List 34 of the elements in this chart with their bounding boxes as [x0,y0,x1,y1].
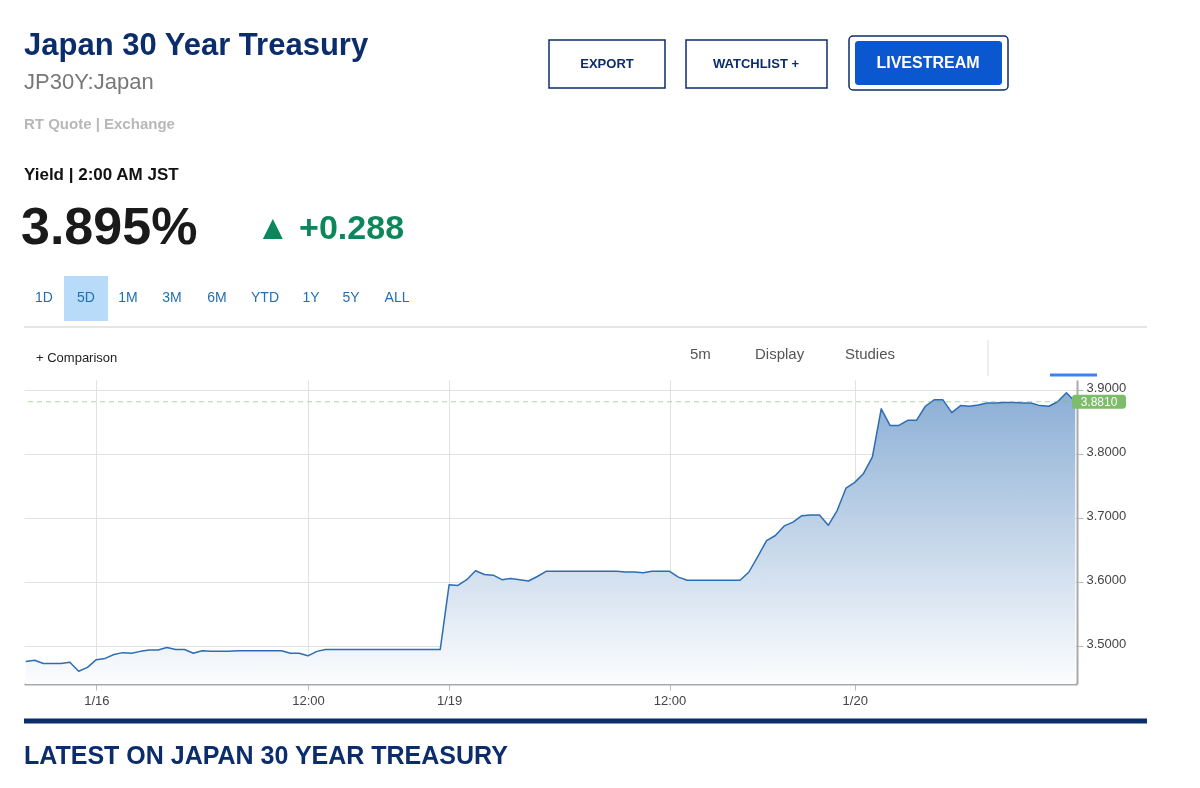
text: LIVESTREAM [876,54,980,71]
text: 1Y [302,289,321,305]
y-tick-label: 3.5000 [1086,636,1127,652]
text: RT Quote | Exchange [24,115,175,132]
text: + Comparison [36,350,118,365]
y-tick-label: 3.7000 [1086,508,1127,524]
y-tick-label: 3.9000 [1086,380,1127,396]
ref-line-label: 3.8810 [1080,394,1118,409]
text: WATCHLIST + [712,56,800,71]
text: 3M [162,289,182,305]
text: ▲ +0.288 [256,208,405,246]
chart-title: Japan 30 Year Treasury [24,27,369,62]
chart-subtitle: JP30Y:Japan [24,69,154,94]
x-tick-label: 1/16 [84,692,110,708]
x-tick-label: 12:00 [653,692,687,708]
text: Display [755,345,805,362]
text: 1D [35,289,53,305]
text: 5Y [342,289,361,305]
y-tick-label: 3.6000 [1086,572,1127,588]
x-tick-label: 1/19 [436,692,463,708]
text: 1M [118,289,138,305]
text: 3.895% [21,197,198,255]
x-tick-label: 12:00 [292,692,325,708]
text: Studies [845,345,896,362]
x-tick-label: 1/20 [842,692,868,708]
text: ALL [384,289,410,305]
text: 6M [207,289,227,305]
text: LATEST ON JAPAN 30 YEAR TREASURY [24,741,509,769]
text: EXPORT [580,56,634,71]
text: YTD [251,289,279,305]
text: Yield | 2:00 AM JST [24,165,180,184]
y-tick-label: 3.8000 [1086,444,1127,460]
text: 5m [690,345,711,362]
text: 5D [77,289,95,305]
